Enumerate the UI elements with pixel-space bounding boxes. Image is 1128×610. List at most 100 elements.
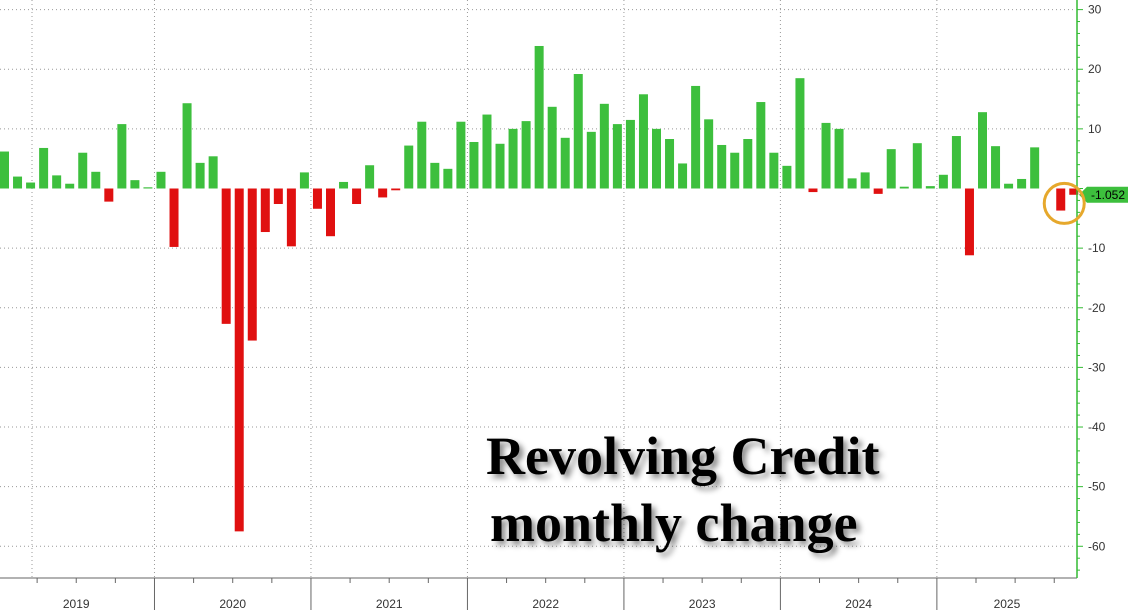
bar — [665, 139, 675, 189]
bar — [534, 45, 544, 189]
last-value-marker: -1.052 — [1042, 181, 1128, 225]
bar — [430, 162, 440, 189]
bar — [873, 188, 883, 194]
bar — [860, 172, 870, 189]
y-tick-label: -60 — [1088, 539, 1106, 553]
y-tick-label: -10 — [1088, 241, 1106, 255]
bar — [404, 145, 414, 189]
bar — [1056, 188, 1066, 211]
bar — [795, 78, 805, 189]
bar — [782, 165, 792, 189]
bar — [508, 128, 518, 189]
bar — [78, 152, 88, 189]
bar — [978, 112, 987, 189]
bar — [1069, 188, 1079, 195]
year-label: 2021 — [376, 597, 403, 610]
y-tick-label: -30 — [1088, 360, 1106, 374]
y-tick-label: -50 — [1088, 480, 1106, 494]
bar — [925, 186, 935, 189]
bar — [652, 128, 661, 189]
bar — [13, 176, 23, 189]
bar — [0, 151, 9, 189]
bar — [834, 128, 844, 189]
bar — [443, 168, 453, 189]
bar — [1030, 147, 1040, 189]
bar — [821, 122, 831, 189]
year-label: 2024 — [845, 597, 872, 610]
y-tick-label: 30 — [1088, 3, 1102, 17]
bar — [143, 187, 153, 189]
bar — [365, 165, 375, 189]
bar — [391, 188, 401, 191]
year-label: 2025 — [994, 597, 1021, 610]
bar — [1004, 183, 1014, 189]
bar — [352, 188, 362, 205]
bar — [104, 188, 114, 202]
y-axis: 30 20 10 -10 -20 -30 -40 -50 -60 — [1076, 0, 1106, 578]
bar — [951, 136, 961, 189]
y-tick-label: 20 — [1088, 62, 1102, 76]
bar — [678, 163, 688, 189]
bar — [495, 143, 505, 189]
y-tick-label: -40 — [1088, 420, 1106, 434]
bar — [326, 188, 335, 237]
bar — [182, 103, 192, 189]
bar — [417, 121, 427, 189]
bar — [156, 171, 166, 189]
bar — [299, 172, 309, 189]
bar — [899, 186, 909, 189]
bar — [260, 188, 270, 233]
bar — [339, 181, 349, 189]
bar — [612, 124, 622, 189]
bar — [39, 147, 49, 189]
bar — [547, 106, 557, 189]
bar — [691, 85, 701, 189]
bar — [208, 156, 218, 189]
bar — [938, 174, 948, 189]
y-tick-label: -20 — [1088, 301, 1106, 315]
bar — [769, 152, 779, 189]
bar — [560, 137, 570, 189]
bar — [482, 114, 492, 189]
last-value-label: -1.052 — [1091, 188, 1125, 202]
bars — [0, 45, 1079, 532]
bar — [1017, 178, 1027, 189]
bar — [65, 183, 75, 189]
bar — [273, 188, 283, 205]
last-value-tag — [1079, 186, 1128, 203]
bar — [573, 74, 583, 189]
bar — [469, 141, 479, 189]
bar — [808, 188, 818, 193]
bar — [312, 188, 322, 209]
bar — [730, 152, 740, 189]
chart-title: Revolving Credit monthly change — [486, 426, 879, 553]
bar — [599, 103, 609, 189]
bar — [521, 121, 531, 189]
year-label: 2019 — [63, 597, 90, 610]
bar — [221, 188, 231, 324]
year-label: 2023 — [689, 597, 716, 610]
bar — [130, 180, 140, 189]
bar — [756, 102, 766, 189]
bar — [586, 131, 596, 189]
bar — [247, 188, 257, 341]
bar — [847, 178, 857, 189]
x-axis: 2019 2020 2021 2022 2023 2024 2025 — [0, 577, 1077, 610]
bar — [195, 162, 205, 189]
bar — [717, 144, 727, 189]
bar — [743, 139, 753, 189]
bar — [26, 182, 36, 189]
bar — [912, 143, 922, 189]
year-label: 2020 — [219, 597, 246, 610]
bar — [456, 121, 466, 189]
highlight-circle — [1042, 181, 1086, 225]
title-line-1: Revolving Credit — [486, 426, 879, 486]
bar — [169, 188, 179, 247]
y-tick-label: 10 — [1088, 122, 1102, 136]
bar — [286, 188, 296, 247]
title-line-2: monthly change — [490, 493, 858, 553]
bar — [964, 188, 974, 256]
bar — [378, 188, 388, 198]
